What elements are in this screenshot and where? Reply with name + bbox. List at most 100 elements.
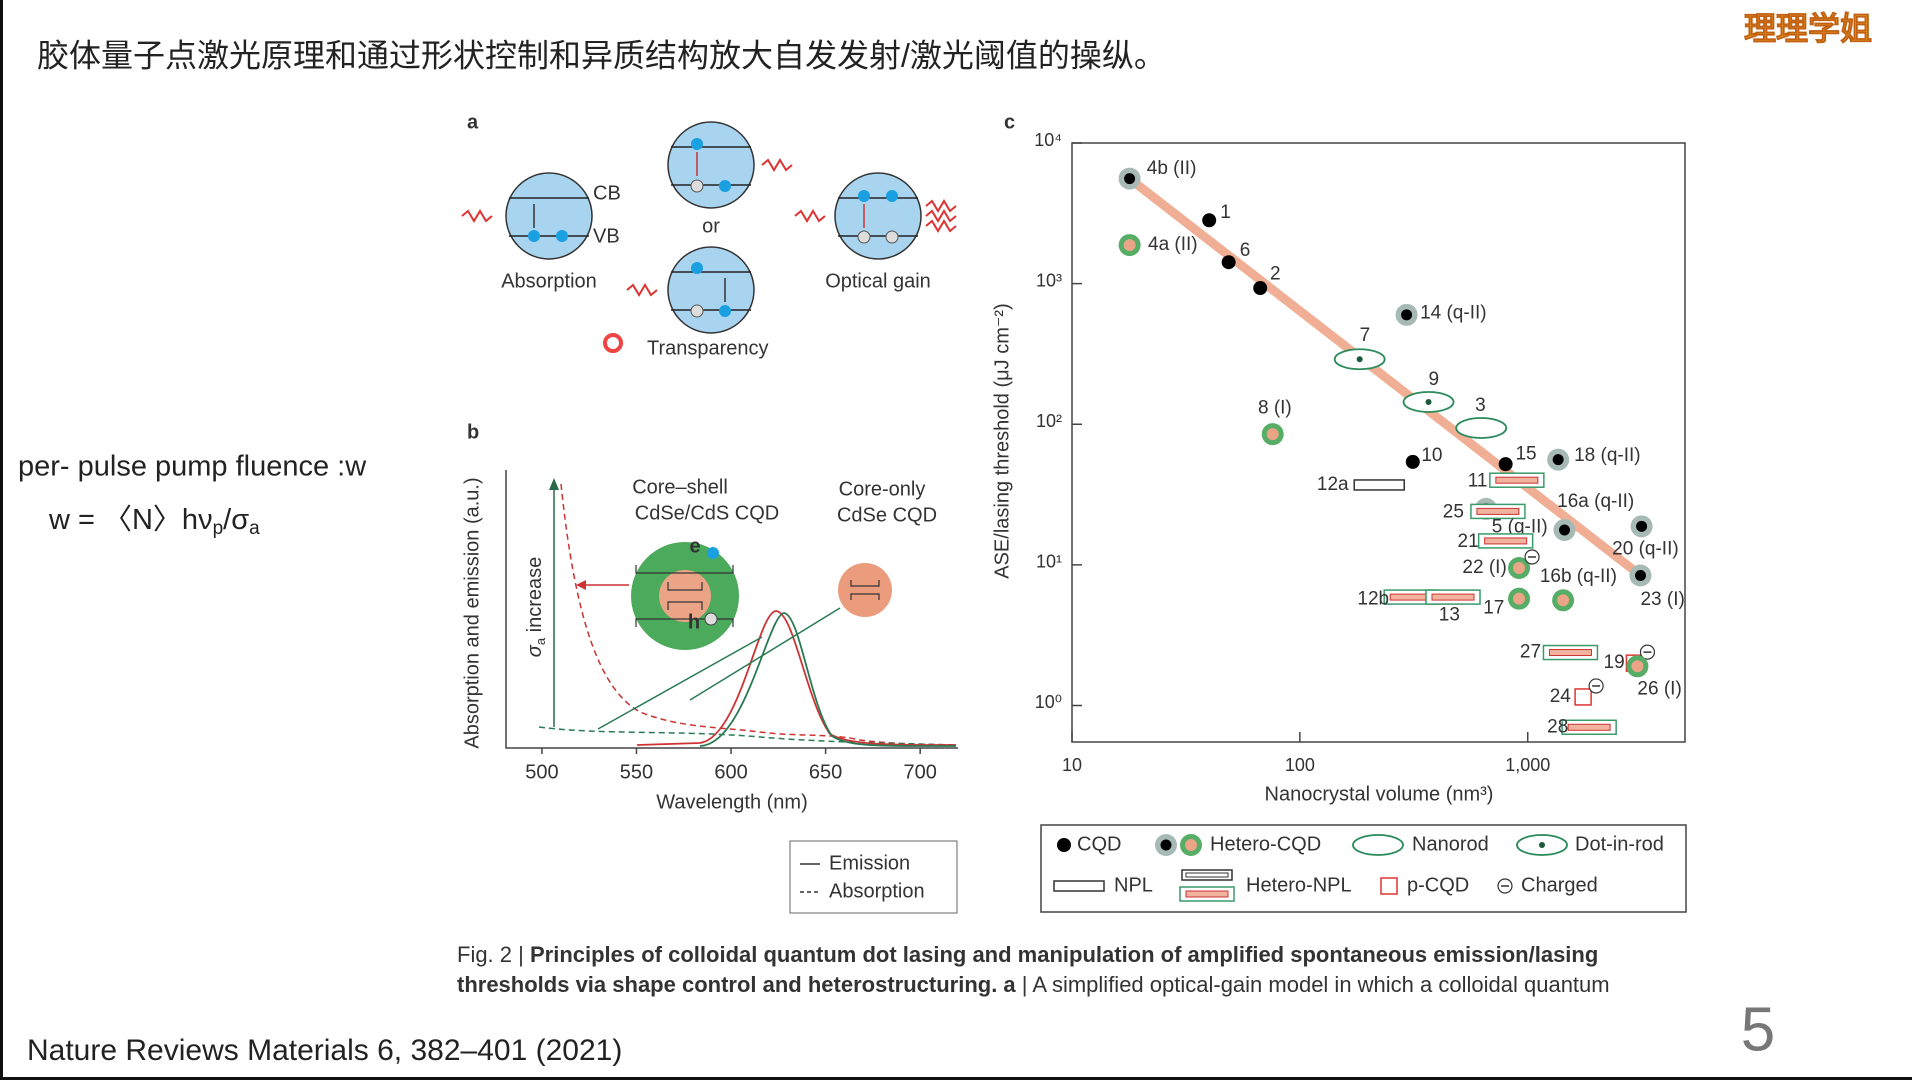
formula-part: /σ — [223, 504, 249, 536]
charge-icon — [1588, 678, 1604, 694]
point-label: 16b (q-II) — [1540, 566, 1617, 587]
point-label: 6 — [1240, 240, 1251, 261]
data-point — [1542, 644, 1599, 661]
legend-entry: Nanorod — [1412, 833, 1489, 855]
electron — [707, 547, 719, 559]
data-point — [1383, 589, 1439, 605]
annotation: CdSe CQD — [837, 504, 937, 526]
legend-entry: CQD — [1077, 833, 1121, 855]
mark-part — [1425, 398, 1432, 405]
legend-icon — [1053, 880, 1105, 892]
core-only-dot — [838, 563, 892, 617]
transparency-label: Transparency — [647, 337, 769, 359]
annotation: Core-only — [839, 478, 926, 500]
data-point — [1405, 454, 1420, 469]
data-point — [1547, 448, 1570, 471]
mark-part — [1352, 834, 1404, 856]
point-label: 28 — [1547, 716, 1568, 737]
legend-icon — [1516, 834, 1568, 856]
annotation: Core–shell — [632, 476, 728, 498]
formula-sub: a — [249, 518, 260, 539]
x-tick-label: 100 — [1285, 755, 1315, 775]
mark-part — [1484, 537, 1528, 545]
charge-icon — [1524, 549, 1540, 565]
x-tick-label: 650 — [809, 761, 842, 783]
data-point — [1552, 589, 1575, 612]
gain-label: Optical gain — [825, 270, 931, 292]
scatter-plot: 10 100 1,000 10⁰ 10¹ 10² 10³ 10⁴ 4b (II) 162 4a (I… — [1034, 130, 1685, 902]
trend-line — [1125, 174, 1647, 581]
mark-part — [1353, 479, 1405, 491]
mark-part — [1202, 213, 1217, 228]
y-tick-label: 10⁴ — [1034, 130, 1062, 150]
point-label: 19 — [1604, 652, 1625, 673]
point-label: 20 (q-II) — [1612, 539, 1679, 560]
mark-part — [1053, 880, 1105, 892]
figure: a CB VB Absorption or Transparency Optic… — [457, 111, 1687, 997]
arrow-head — [576, 580, 586, 590]
data-point — [1425, 589, 1481, 605]
x-tick-label: 1,000 — [1505, 755, 1550, 775]
mark-part — [1539, 842, 1545, 848]
or-label: or — [702, 215, 720, 237]
pointer — [597, 607, 841, 730]
data-point — [1118, 234, 1141, 257]
data-point — [1221, 255, 1236, 270]
point-label: 1 — [1220, 202, 1231, 223]
mark-part — [1558, 524, 1570, 536]
point-label: 27 — [1520, 642, 1541, 663]
formula-sub: p — [213, 518, 224, 539]
gain-diagram — [794, 172, 957, 260]
page-number: 5 — [1741, 995, 1775, 1064]
x-tick-label: 500 — [525, 761, 558, 783]
legend-entry: Emission — [829, 852, 910, 874]
legend-icon — [1380, 877, 1398, 895]
data-point — [1630, 515, 1653, 538]
mark-part — [1574, 688, 1592, 706]
mark-part — [1356, 356, 1363, 363]
y-axis-title: ASE/lasing threshold (μJ cm⁻²) — [991, 303, 1013, 579]
legend-entry: Hetero-CQD — [1210, 833, 1321, 855]
point-label: 13 — [1439, 604, 1460, 625]
point-label: 23 (I) — [1640, 589, 1684, 610]
legend-icon — [1352, 834, 1404, 856]
mark-part — [1548, 649, 1592, 657]
legend-entry: Charged — [1521, 874, 1598, 896]
point-label: 2 — [1270, 264, 1281, 285]
data-point — [1395, 303, 1418, 326]
mark-part — [1380, 877, 1398, 895]
point-label: 10 — [1421, 445, 1442, 466]
legend-icon — [1155, 834, 1177, 856]
data-point — [1333, 348, 1386, 371]
legend-entry: NPL — [1114, 874, 1153, 896]
point-label: 12b — [1357, 589, 1389, 610]
legend-entry: Dot-in-rod — [1575, 833, 1664, 855]
data-point — [1455, 417, 1508, 439]
mark-part — [1455, 417, 1508, 439]
point-label: 14 (q-II) — [1420, 303, 1487, 324]
core — [659, 570, 711, 622]
y-tick-label: 10⁰ — [1035, 692, 1062, 712]
absorption-diagram — [461, 172, 593, 260]
hole-label: h — [688, 611, 700, 633]
vb-label: VB — [593, 225, 620, 247]
mark-part — [1495, 476, 1539, 484]
transparency-diagram — [603, 121, 793, 353]
data-point — [1574, 688, 1592, 706]
x-axis-title: Wavelength (nm) — [656, 791, 808, 813]
absorption-curve — [560, 483, 957, 746]
data-point — [1498, 457, 1513, 472]
point-label: 9 — [1429, 369, 1440, 390]
mark-part — [1405, 454, 1420, 469]
x-axis-title: Nanocrystal volume (nm³) — [1265, 783, 1494, 805]
legend-entry: Hetero-NPL — [1246, 874, 1352, 896]
mark-part — [1476, 507, 1520, 515]
y-tick-label: 10³ — [1036, 270, 1062, 290]
mark-part — [1057, 838, 1071, 852]
point-label: 11 — [1468, 470, 1488, 491]
mark-part — [1266, 428, 1279, 441]
cb-label: CB — [593, 182, 621, 204]
sigma-sub: a — [533, 637, 548, 645]
legend-icon — [1497, 878, 1513, 894]
panel-label: b — [467, 421, 479, 443]
